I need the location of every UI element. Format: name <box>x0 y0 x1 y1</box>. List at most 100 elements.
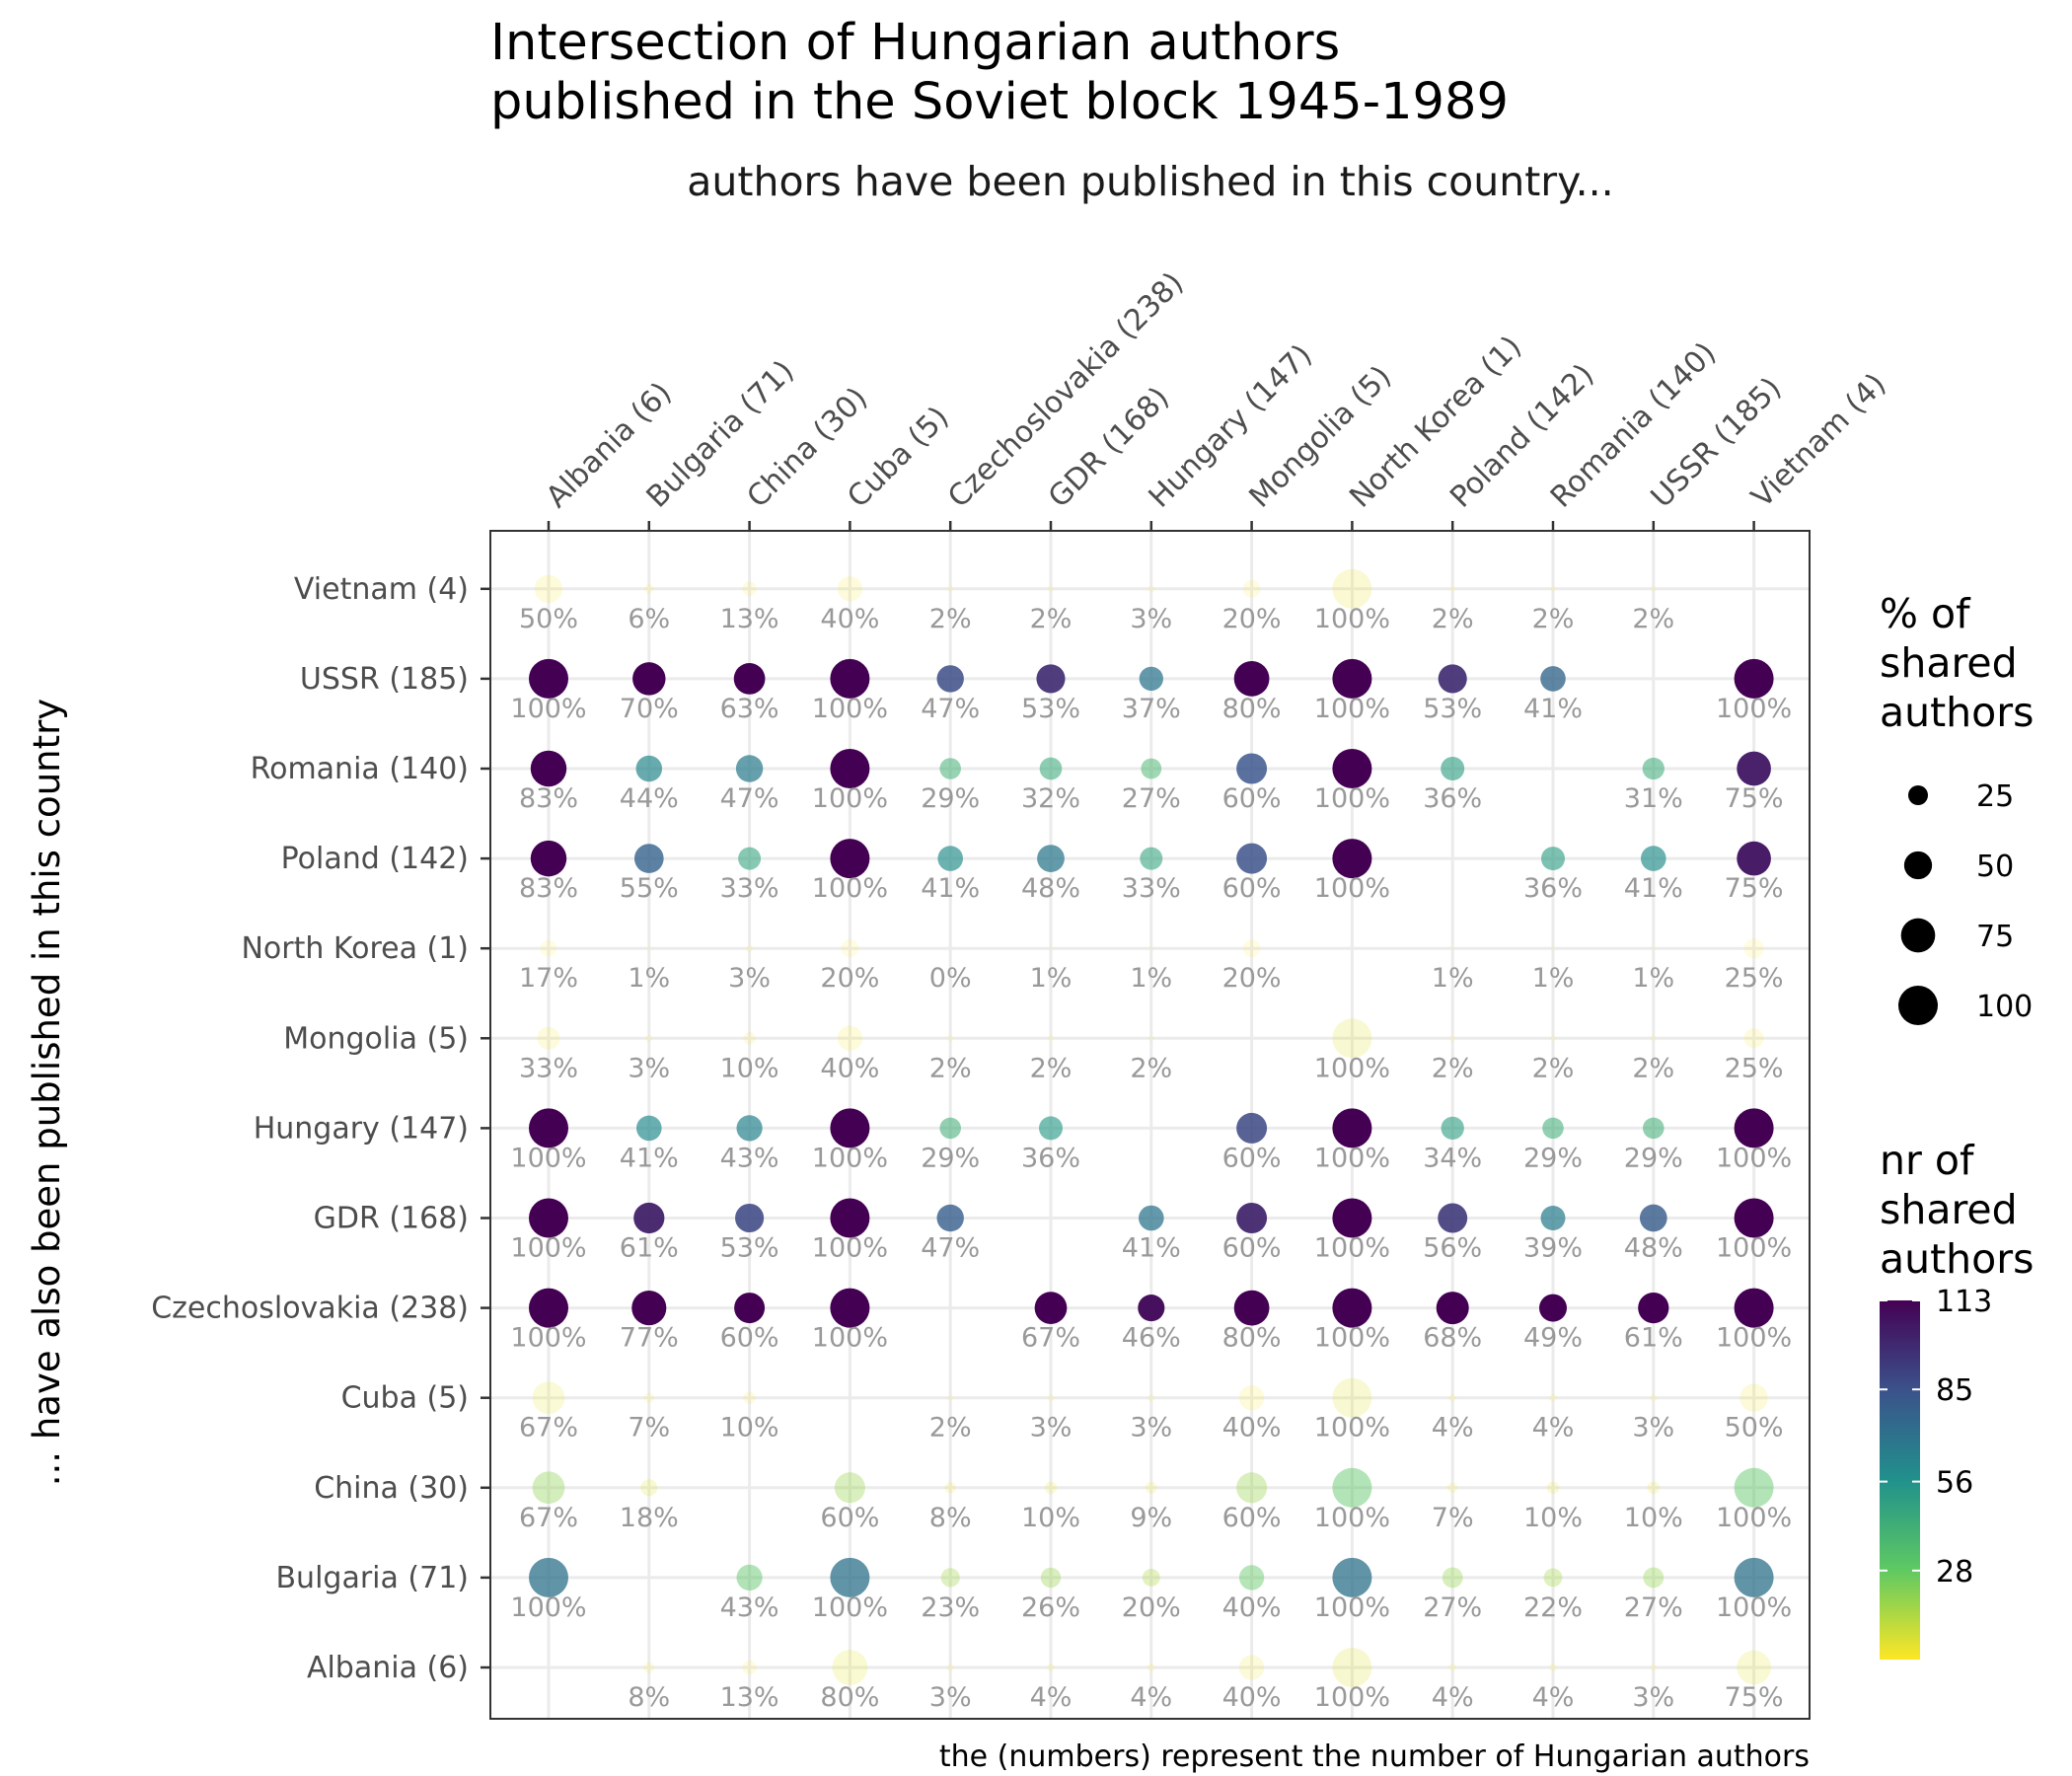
y-tick-label-china: China (30) <box>314 1471 469 1506</box>
bubble-mongolia-in-czechoslovakia <box>947 1035 954 1042</box>
bubble-hungary-in-bulgaria <box>635 1115 662 1142</box>
bubble-china-in-albania <box>532 1471 565 1505</box>
bubble-romania-in-poland <box>1441 757 1465 780</box>
bubble-ussr-in-cuba <box>830 658 870 699</box>
pct-label-ussr-in-north-korea: 100% <box>1314 694 1390 724</box>
bubble-cuba-in-hungary <box>1147 1394 1155 1402</box>
y-tick-label-hungary: Hungary (147) <box>254 1111 469 1146</box>
pct-label-poland-in-mongolia: 60% <box>1222 873 1282 904</box>
bubble-romania-in-china <box>735 755 764 782</box>
pct-label-hungary-in-gdr: 36% <box>1021 1143 1080 1173</box>
size-legend-label: 100 <box>1976 990 2033 1024</box>
y-tick-label-ussr: USSR (185) <box>300 662 469 697</box>
pct-label-albania-in-czechoslovakia: 3% <box>929 1682 972 1713</box>
size-legend-title-line: % of <box>1880 590 1971 637</box>
bubble-cuba-in-poland <box>1448 1393 1457 1402</box>
bubble-north-korea-in-romania <box>1551 946 1555 951</box>
chart-subtitle: authors have been published in this coun… <box>687 158 1613 205</box>
pct-label-hungary-in-vietnam: 100% <box>1716 1143 1792 1173</box>
pct-label-vietnam-in-romania: 2% <box>1532 604 1575 634</box>
bubble-vietnam-in-romania <box>1550 585 1556 592</box>
pct-label-cuba-in-albania: 67% <box>519 1413 578 1443</box>
bubble-gdr-in-hungary <box>1138 1205 1164 1231</box>
pct-label-vietnam-in-hungary: 3% <box>1130 604 1172 634</box>
pct-label-vietnam-in-north-korea: 100% <box>1314 604 1390 634</box>
pct-label-mongolia-in-china: 10% <box>720 1053 779 1083</box>
bubble-albania-in-cuba <box>832 1650 868 1685</box>
pct-label-bulgaria-in-vietnam: 100% <box>1716 1592 1792 1623</box>
pct-label-cuba-in-ussr: 3% <box>1632 1413 1674 1443</box>
pct-label-czechoslovakia-in-cuba: 100% <box>812 1323 888 1354</box>
pct-label-albania-in-cuba: 80% <box>820 1682 879 1713</box>
pct-label-poland-in-gdr: 48% <box>1021 873 1080 904</box>
pct-label-gdr-in-poland: 56% <box>1423 1233 1482 1264</box>
bubble-bulgaria-in-hungary <box>1142 1568 1160 1587</box>
bubble-north-korea-in-mongolia <box>1242 939 1261 958</box>
pct-label-czechoslovakia-in-vietnam: 100% <box>1716 1323 1792 1354</box>
bubble-gdr-in-mongolia <box>1236 1203 1268 1233</box>
bubble-mongolia-in-vietnam <box>1743 1028 1764 1049</box>
bubble-romania-in-mongolia <box>1236 753 1268 784</box>
bubble-mongolia-in-albania <box>537 1026 560 1050</box>
bubble-cuba-in-mongolia <box>1238 1385 1265 1411</box>
bubble-cuba-in-bulgaria <box>643 1392 655 1403</box>
percent-labels: 8% 13% 80% 3% 4% 4% 40% 100% 4% 4% 3% 75% 100% 43% 100… <box>510 604 1792 1713</box>
bubble-hungary-in-czechoslovakia <box>939 1117 961 1140</box>
pct-label-mongolia-in-romania: 2% <box>1532 1053 1575 1083</box>
pct-label-cuba-in-mongolia: 40% <box>1222 1413 1282 1443</box>
bubble-vietnam-in-mongolia <box>1242 579 1261 598</box>
pct-label-north-korea-in-czechoslovakia: 0% <box>929 963 972 994</box>
panel-border <box>489 530 1811 1720</box>
bubble-china-in-hungary <box>1145 1481 1157 1494</box>
pct-label-bulgaria-in-north-korea: 100% <box>1314 1592 1390 1623</box>
pct-label-north-korea-in-ussr: 1% <box>1632 963 1674 994</box>
pct-label-vietnam-in-albania: 50% <box>519 604 578 634</box>
pct-label-hungary-in-china: 43% <box>720 1143 779 1173</box>
bubble-poland-in-hungary <box>1140 847 1163 870</box>
pct-label-bulgaria-in-gdr: 26% <box>1021 1592 1080 1623</box>
pct-label-czechoslovakia-in-china: 60% <box>720 1323 779 1354</box>
bubble-bulgaria-in-romania <box>1543 1568 1563 1588</box>
pct-label-czechoslovakia-in-gdr: 67% <box>1021 1323 1080 1354</box>
bubble-north-korea-in-hungary <box>1148 946 1153 951</box>
pct-label-czechoslovakia-in-north-korea: 100% <box>1314 1323 1390 1354</box>
y-tick-label-bulgaria: Bulgaria (71) <box>275 1561 469 1595</box>
pct-label-mongolia-in-gdr: 2% <box>1030 1053 1073 1083</box>
pct-label-bulgaria-in-hungary: 20% <box>1122 1592 1181 1623</box>
bubble-bulgaria-in-poland <box>1442 1567 1463 1589</box>
pct-label-hungary-in-cuba: 100% <box>812 1143 888 1173</box>
pct-label-czechoslovakia-in-bulgaria: 77% <box>620 1323 679 1354</box>
pct-label-hungary-in-albania: 100% <box>510 1143 586 1173</box>
pct-label-cuba-in-poland: 4% <box>1432 1413 1474 1443</box>
bubble-romania-in-ussr <box>1642 757 1665 780</box>
pct-label-china-in-hungary: 9% <box>1130 1503 1172 1533</box>
bubble-bulgaria-in-albania <box>529 1557 568 1597</box>
pct-label-hungary-in-ussr: 29% <box>1624 1143 1683 1173</box>
size-legend-key <box>1903 851 1933 880</box>
bubble-cuba-in-gdr <box>1047 1394 1055 1402</box>
x-axis: Albania (6)Bulgaria (71)China (30)Cuba (… <box>540 265 1892 531</box>
pct-label-albania-in-vietnam: 75% <box>1725 1682 1784 1713</box>
pct-label-romania-in-ussr: 31% <box>1624 783 1683 814</box>
pct-label-romania-in-poland: 36% <box>1423 783 1482 814</box>
pct-label-ussr-in-cuba: 100% <box>812 694 888 724</box>
bubble-mongolia-in-north-korea <box>1332 1018 1372 1059</box>
pct-label-poland-in-china: 33% <box>720 873 779 904</box>
pct-label-north-korea-in-gdr: 1% <box>1030 963 1073 994</box>
pct-label-hungary-in-north-korea: 100% <box>1314 1143 1390 1173</box>
bubble-bulgaria-in-vietnam <box>1734 1557 1774 1597</box>
pct-label-ussr-in-czechoslovakia: 47% <box>921 694 980 724</box>
bubble-mongolia-in-china <box>743 1031 756 1045</box>
bubble-ussr-in-china <box>733 663 766 695</box>
bubble-china-in-bulgaria <box>640 1479 658 1497</box>
bubble-albania-in-hungary <box>1147 1664 1155 1671</box>
pct-label-czechoslovakia-in-ussr: 61% <box>1624 1323 1683 1354</box>
pct-label-mongolia-in-hungary: 2% <box>1130 1053 1172 1083</box>
bubble-romania-in-gdr <box>1039 757 1063 780</box>
pct-label-albania-in-hungary: 4% <box>1130 1682 1172 1713</box>
pct-label-bulgaria-in-cuba: 100% <box>812 1592 888 1623</box>
pct-label-cuba-in-gdr: 3% <box>1030 1413 1073 1443</box>
bubble-mongolia-in-hungary <box>1147 1035 1154 1042</box>
bubble-romania-in-north-korea <box>1332 749 1372 788</box>
